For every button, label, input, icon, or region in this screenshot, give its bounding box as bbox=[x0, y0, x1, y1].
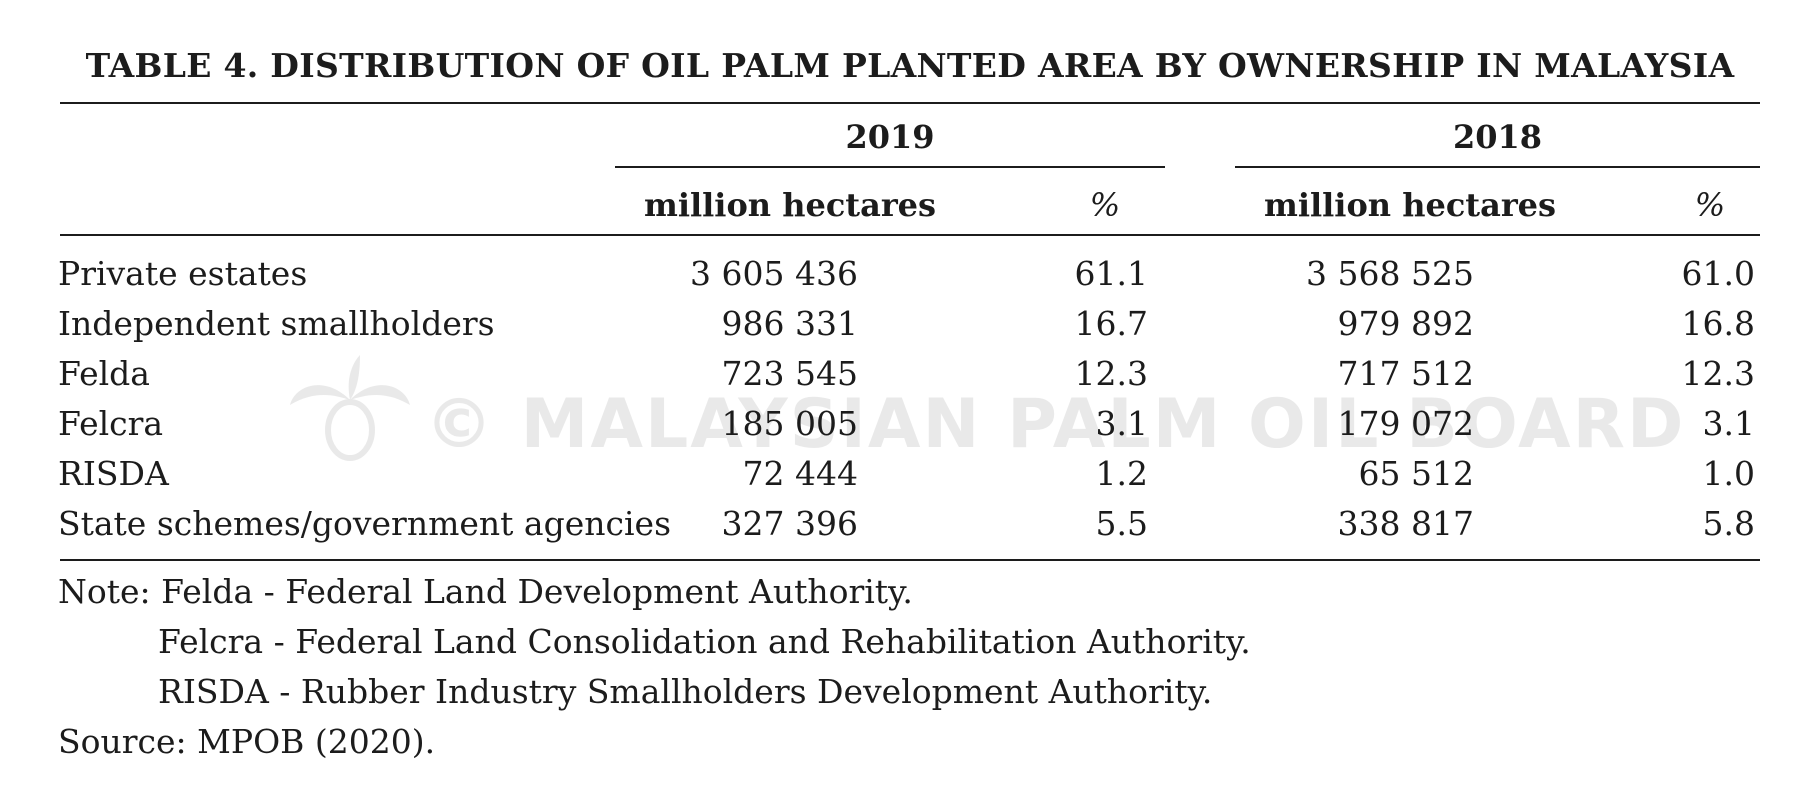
hectares-2018-cell: 179 072 bbox=[1337, 404, 1474, 443]
percent-2018-cell: 16.8 bbox=[1681, 304, 1755, 343]
table-row: RISDA 72 444 1.2 65 512 1.0 bbox=[0, 454, 1808, 504]
hectares-2019-cell: 185 005 bbox=[721, 404, 858, 443]
row-label: Independent smallholders bbox=[58, 304, 495, 343]
note-line-2: Felcra - Federal Land Consolidation and … bbox=[158, 622, 1251, 661]
bottom-rule bbox=[60, 559, 1760, 561]
unit-header-2019: million hectares bbox=[643, 186, 937, 224]
row-label: State schemes/government agencies bbox=[58, 504, 671, 543]
source-line: Source: MPOB (2020). bbox=[58, 722, 436, 761]
table-row: Felda 723 545 12.3 717 512 12.3 bbox=[0, 354, 1808, 404]
percent-2018-cell: 1.0 bbox=[1702, 454, 1755, 493]
hectares-2019-cell: 72 444 bbox=[742, 454, 858, 493]
row-label: Felcra bbox=[58, 404, 164, 443]
row-label: Private estates bbox=[58, 254, 308, 293]
year-rule-2018 bbox=[1235, 166, 1760, 168]
year-header-2018: 2018 bbox=[1452, 118, 1543, 156]
top-rule bbox=[60, 102, 1760, 104]
percent-2019-cell: 12.3 bbox=[1074, 354, 1148, 393]
percent-header-2018: % bbox=[1694, 186, 1726, 224]
percent-2018-cell: 3.1 bbox=[1702, 404, 1755, 443]
year-rule-2019 bbox=[615, 166, 1165, 168]
percent-2019-cell: 5.5 bbox=[1095, 504, 1148, 543]
unit-header-2018: million hectares bbox=[1263, 186, 1557, 224]
percent-2019-cell: 1.2 bbox=[1095, 454, 1148, 493]
hectares-2018-cell: 338 817 bbox=[1337, 504, 1474, 543]
table-row: Private estates 3 605 436 61.1 3 568 525 61.… bbox=[0, 254, 1808, 304]
year-header-2019: 2019 bbox=[845, 118, 935, 156]
percent-2019-cell: 61.1 bbox=[1074, 254, 1148, 293]
hectares-2019-cell: 327 396 bbox=[721, 504, 858, 543]
hectares-2019-cell: 986 331 bbox=[721, 304, 858, 343]
table-row: Felcra 185 005 3.1 179 072 3.1 bbox=[0, 404, 1808, 454]
hectares-2018-cell: 65 512 bbox=[1358, 454, 1474, 493]
hectares-2019-cell: 3 605 436 bbox=[690, 254, 858, 293]
percent-2018-cell: 12.3 bbox=[1681, 354, 1755, 393]
table-row: State schemes/government agencies 327 396… bbox=[0, 504, 1808, 554]
hectares-2018-cell: 717 512 bbox=[1337, 354, 1474, 393]
hectares-2018-cell: 979 892 bbox=[1337, 304, 1474, 343]
header-rule bbox=[60, 234, 1760, 236]
hectares-2019-cell: 723 545 bbox=[721, 354, 858, 393]
row-label: Felda bbox=[58, 354, 150, 393]
percent-2019-cell: 16.7 bbox=[1074, 304, 1148, 343]
hectares-2018-cell: 3 568 525 bbox=[1306, 254, 1474, 293]
table-row: Independent smallholders 986 331 16.7 979 8… bbox=[0, 304, 1808, 354]
row-label: RISDA bbox=[58, 454, 169, 493]
percent-2018-cell: 61.0 bbox=[1681, 254, 1755, 293]
note-line-3: RISDA - Rubber Industry Smallholders Dev… bbox=[158, 672, 1213, 711]
note-line-1: Note: Felda - Federal Land Development A… bbox=[58, 572, 913, 611]
table-title: TABLE 4. DISTRIBUTION OF OIL PALM PLANTE… bbox=[85, 46, 1735, 85]
percent-header-2019: % bbox=[1089, 186, 1121, 224]
percent-2019-cell: 3.1 bbox=[1095, 404, 1148, 443]
percent-2018-cell: 5.8 bbox=[1702, 504, 1755, 543]
